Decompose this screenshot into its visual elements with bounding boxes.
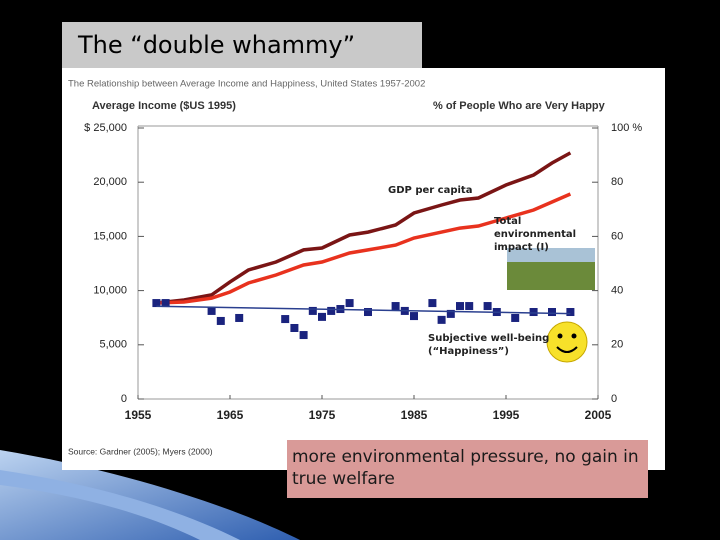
data-point [548,308,556,317]
data-point [391,302,400,311]
series-label: Subjective well-being (“Happiness”) [428,333,550,357]
y2-axis-label: % of People Who are Very Happy [433,100,606,112]
note-box [287,440,648,498]
y-tick-label: 20,000 [93,176,127,188]
series-label: GDP per capita [388,185,473,196]
y-tick-label: 5,000 [99,339,127,351]
data-point [327,306,336,315]
data-point [364,308,372,317]
data-point [465,302,474,311]
data-point [290,323,299,332]
y-tick-label: 10,000 [93,285,127,297]
chart-title: The Relationship between Average Income … [68,79,425,90]
data-point [511,313,520,322]
data-point [345,299,354,308]
y-axis-label: Average Income ($US 1995) [92,100,236,112]
data-point [308,306,317,315]
forest-photo-sky [507,248,595,262]
x-tick-label: 1995 [493,408,520,422]
y-tick-label: 15,000 [93,230,127,242]
x-tick-label: 2005 [585,408,612,422]
data-point [161,299,170,308]
smiley-eye [571,333,577,339]
y2-tick-label: 100 % [611,122,642,134]
x-tick-label: 1985 [401,408,428,422]
slide-title: The “double whammy” [77,31,355,59]
note-text: more environmental pressure, no gain in … [292,447,639,489]
data-point [152,299,161,308]
title-box [62,22,422,68]
y2-tick-label: 60 [611,230,623,242]
data-point [446,309,455,318]
data-point [566,308,575,317]
source: Source: Gardner (2005); Myers (2000) [68,446,213,456]
series-line [156,192,572,305]
series-label: Total environmental impact (I) [494,216,577,253]
series-line [156,151,572,305]
smiley-eye [557,333,563,339]
x-tick-label: 1975 [309,408,336,422]
data-point [437,315,446,324]
x-tick-label: 1965 [217,408,244,422]
y-tick-label: $ 25,000 [84,122,127,134]
data-point [207,306,216,315]
decor-swoosh [0,450,300,540]
smiley-mouth [556,346,578,353]
data-point [483,302,492,311]
data-point [281,315,290,324]
data-point [299,331,308,340]
y-tick-label: 0 [121,393,127,405]
x-tick-label: 1955 [125,408,152,422]
data-point [456,302,464,311]
y2-tick-label: 80 [611,176,623,188]
smiley [546,321,588,363]
data-point [235,313,244,322]
y2-tick-label: 0 [611,393,617,405]
data-point [216,316,225,325]
y2-tick-label: 20 [611,339,623,351]
decor-swoosh [0,470,240,540]
y2-tick-label: 40 [611,285,623,297]
data-point [410,312,418,321]
trend-line [156,305,571,315]
data-point [318,312,326,321]
data-point [428,299,437,308]
data-point [529,308,538,317]
